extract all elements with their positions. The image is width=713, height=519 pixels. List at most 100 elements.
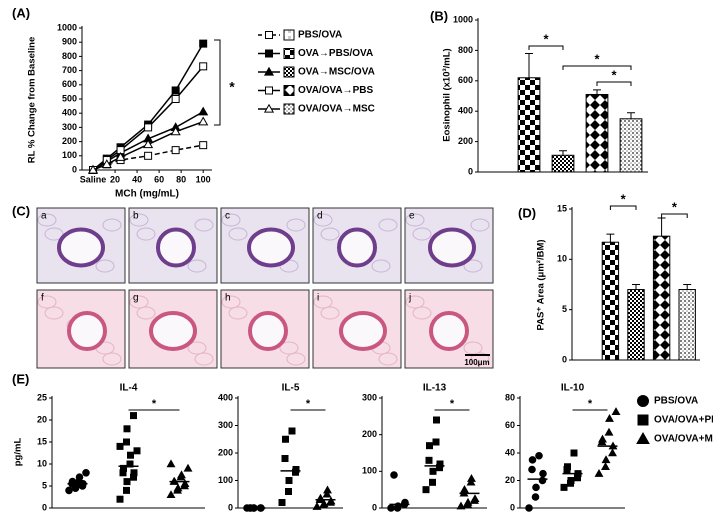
error-bar [606, 233, 615, 243]
y-tick-label: 5 [42, 480, 47, 490]
y-tick-label: 1000 [453, 14, 473, 24]
y-tick-label: 100 [362, 466, 377, 476]
bar [551, 154, 575, 173]
tissue-texture [286, 218, 306, 232]
marker [467, 474, 476, 482]
airway [429, 311, 469, 351]
error-bar [559, 150, 567, 156]
y-tick-label: 0 [372, 502, 377, 512]
tissue-texture [313, 295, 333, 309]
legend-swatch [283, 66, 295, 78]
y-tick-label: 10 [37, 458, 47, 468]
significance-mark: * [672, 199, 678, 214]
marker [560, 483, 568, 491]
tissue-texture [279, 341, 299, 355]
airway [67, 311, 107, 351]
tissue-texture [320, 227, 340, 241]
y-tick-label: 200 [362, 429, 377, 439]
legend-label: PBS/OVA [298, 30, 342, 41]
marker [166, 490, 176, 498]
significance-mark: * [594, 51, 600, 66]
y-tick-label: 700 [62, 65, 77, 75]
y-tick-label: 100 [218, 475, 233, 485]
marker [123, 438, 130, 446]
y-tick-label: 400 [62, 108, 77, 118]
marker [322, 489, 332, 498]
marker [532, 483, 540, 492]
airway [248, 311, 288, 351]
marker [564, 463, 571, 471]
bar [601, 241, 620, 361]
y-axis-label: Eosinophil (x10³/mL) [442, 48, 453, 141]
marker [601, 455, 611, 464]
marker [466, 477, 476, 486]
airway [156, 227, 196, 268]
error-bar [632, 284, 640, 290]
marker [120, 464, 127, 472]
marker [126, 460, 134, 468]
marker [199, 141, 208, 150]
marker [170, 126, 181, 136]
subplot-title: IL-4 [120, 383, 138, 394]
micrograph-label: i [317, 293, 319, 304]
tissue-texture [194, 352, 214, 366]
y-tick-label: 60 [505, 420, 515, 430]
marker [470, 494, 480, 503]
significance-mark: * [152, 398, 157, 410]
y-tick-label: 300 [62, 122, 77, 132]
marker [166, 459, 176, 468]
marker [637, 414, 649, 426]
tissue-texture [37, 213, 57, 227]
marker [605, 414, 614, 422]
marker [422, 486, 430, 494]
legend-swatch [283, 103, 295, 115]
tissue-texture [221, 295, 241, 309]
marker [183, 463, 193, 472]
marker [425, 456, 433, 464]
tissue-texture [412, 306, 432, 320]
y-tick-label: 5 [562, 304, 567, 314]
panel-label: (B) [430, 8, 448, 23]
micrograph-label: d [317, 211, 323, 222]
y-axis-label: RL % Change from Baseline [27, 37, 38, 164]
significance-bracket [661, 213, 688, 218]
micrograph-label: c [225, 211, 230, 222]
marker [433, 416, 440, 424]
tissue-texture [37, 295, 57, 309]
x-tick-label: 40 [132, 174, 142, 184]
tissue-texture [378, 218, 398, 232]
marker [127, 451, 134, 459]
tissue-texture [320, 306, 340, 320]
error-bar [683, 284, 692, 290]
marker [199, 39, 208, 48]
tissue-texture [371, 259, 391, 273]
marker [426, 442, 433, 450]
y-tick-label: 0 [72, 164, 77, 174]
y-tick-label: 0 [228, 502, 233, 512]
significance-bracket [214, 39, 221, 126]
marker [281, 455, 289, 462]
x-tick-label: Saline [80, 174, 107, 184]
tissue-texture [228, 306, 248, 320]
y-tick-label: 25 [37, 392, 47, 402]
marker [173, 483, 183, 492]
micrograph-label: h [225, 293, 231, 304]
subplot-title: IL-13 [423, 383, 447, 394]
marker [116, 495, 124, 503]
marker [177, 470, 186, 479]
marker [65, 486, 73, 495]
tissue-texture [405, 213, 425, 227]
significance-mark: * [450, 398, 455, 410]
y-tick-label: 500 [62, 93, 77, 103]
marker [180, 479, 190, 487]
marker [101, 159, 112, 168]
marker [143, 139, 154, 149]
panel-label: (C) [12, 203, 30, 218]
marker [312, 502, 322, 510]
marker [130, 412, 137, 420]
marker [528, 465, 536, 474]
y-tick-label: 0 [510, 502, 515, 512]
significance-mark: * [621, 191, 627, 206]
tissue-texture [378, 352, 398, 366]
tissue-texture [136, 227, 156, 241]
